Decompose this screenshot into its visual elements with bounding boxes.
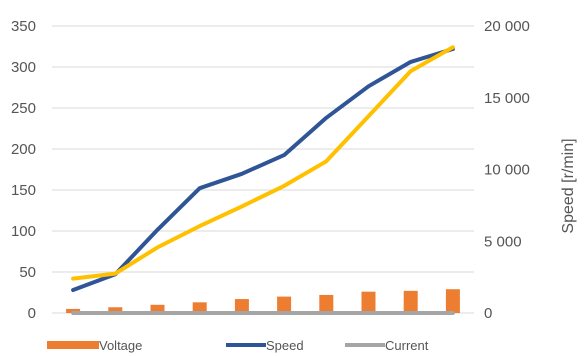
left-tick-label: 0 <box>28 305 36 322</box>
right-tick-label: 10 000 <box>484 162 530 179</box>
voltage-bars <box>66 289 460 313</box>
left-tick-label: 250 <box>11 100 36 117</box>
voltage-bar <box>234 299 249 313</box>
left-tick-label: 200 <box>11 141 36 158</box>
voltage-bar <box>445 289 460 313</box>
right-tick-label: 20 000 <box>484 18 530 35</box>
yellow-series-line <box>71 45 455 281</box>
voltage-bar <box>319 294 334 313</box>
voltage-bar <box>361 291 376 313</box>
speed-line <box>71 47 455 292</box>
left-tick-label: 100 <box>11 223 36 240</box>
left-tick-label: 150 <box>11 182 36 199</box>
right-tick-label: 0 <box>484 305 492 322</box>
right-tick-label: 15 000 <box>484 90 530 107</box>
right-axis-title: Speed [r/min] <box>560 138 577 233</box>
voltage-bar <box>108 307 123 313</box>
right-tick-label: 5 000 <box>484 233 522 250</box>
voltage-bar <box>150 304 165 313</box>
legend-swatch-voltage <box>47 341 99 349</box>
right-axis-ticks: 0 5 000 10 000 15 000 20 000 <box>484 18 530 322</box>
left-axis-ticks: 0 50 100 150 200 250 300 350 <box>11 18 36 322</box>
gridlines <box>52 25 474 314</box>
voltage-bar <box>66 308 81 313</box>
legend-label-voltage: Voltage <box>99 338 142 353</box>
legend: Voltage Speed Current <box>47 338 429 353</box>
voltage-bar <box>403 290 418 313</box>
voltage-bar <box>192 302 207 313</box>
left-tick-label: 350 <box>11 18 36 35</box>
legend-label-current: Current <box>385 338 429 353</box>
voltage-bar <box>277 296 292 313</box>
left-tick-label: 50 <box>19 264 36 281</box>
left-tick-label: 300 <box>11 59 36 76</box>
series-lines <box>71 45 455 315</box>
legend-label-speed: Speed <box>266 338 304 353</box>
